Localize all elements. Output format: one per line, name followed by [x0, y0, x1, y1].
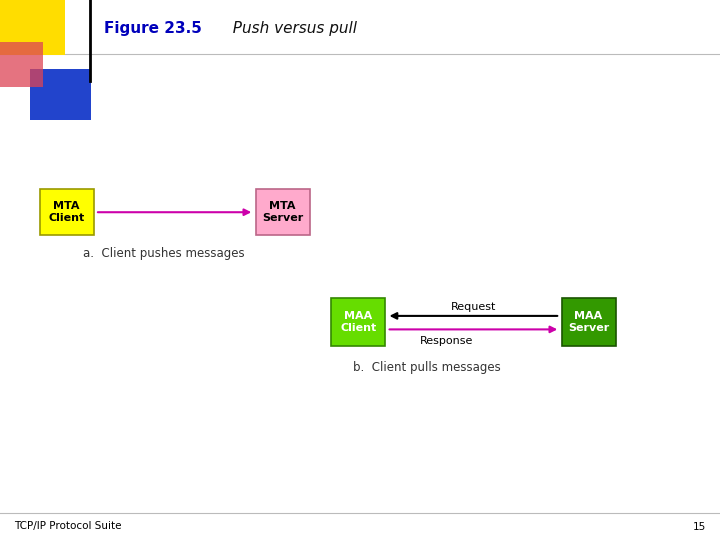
Text: Figure 23.5: Figure 23.5: [104, 21, 202, 36]
FancyBboxPatch shape: [562, 298, 616, 346]
FancyBboxPatch shape: [256, 189, 310, 235]
Text: MAA
Client: MAA Client: [340, 311, 377, 333]
Text: TCP/IP Protocol Suite: TCP/IP Protocol Suite: [14, 522, 122, 531]
Text: MTA
Client: MTA Client: [48, 201, 85, 223]
FancyBboxPatch shape: [40, 189, 94, 235]
Text: MTA
Server: MTA Server: [262, 201, 303, 223]
Bar: [30, 69, 91, 120]
FancyBboxPatch shape: [331, 298, 385, 346]
Text: b.  Client pulls messages: b. Client pulls messages: [353, 361, 500, 374]
Bar: [0, 0, 65, 55]
Text: MAA
Server: MAA Server: [568, 311, 609, 333]
Text: Request: Request: [451, 302, 497, 312]
Text: Push versus pull: Push versus pull: [223, 21, 357, 36]
Text: 15: 15: [693, 522, 706, 531]
Text: Response: Response: [420, 336, 473, 346]
Text: a.  Client pushes messages: a. Client pushes messages: [83, 247, 244, 260]
Bar: [0, 42, 43, 87]
